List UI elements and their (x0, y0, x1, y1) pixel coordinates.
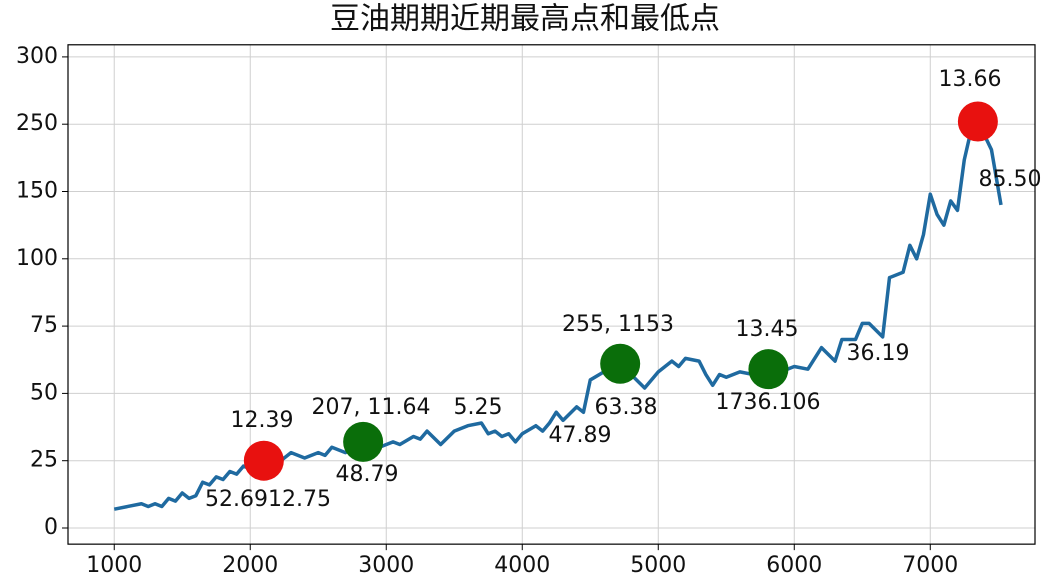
annotation: 47.89 (549, 423, 612, 448)
highlight-point (600, 343, 641, 384)
x-tick-label: 1000 (86, 553, 142, 578)
annotation: 13.45 (736, 317, 799, 342)
y-tick-label: 150 (16, 179, 58, 204)
y-tick-label: 100 (16, 246, 58, 271)
x-tick-label: 4000 (494, 553, 550, 578)
data-line (113, 119, 1003, 511)
highlight-point (957, 101, 998, 142)
y-tick-label: 25 (30, 448, 58, 473)
annotation: 52.6912.75 (205, 487, 331, 512)
annotation: 5.25 (454, 395, 503, 420)
x-tick-label: 3000 (358, 553, 414, 578)
chart-title: 豆油期期近期最高点和最低点 (330, 2, 720, 37)
annotation: 48.79 (336, 462, 399, 487)
x-tick-label: 2000 (222, 553, 278, 578)
highlight-point (343, 421, 384, 462)
y-tick-label: 300 (16, 44, 58, 69)
x-tick-label: 6000 (766, 553, 822, 578)
plot-frame (67, 44, 1036, 545)
x-tick-label: 7000 (902, 553, 958, 578)
annotation: 13.66 (939, 67, 1002, 92)
annotation: 85.50 (979, 167, 1041, 192)
highlight-point (243, 440, 284, 481)
y-tick-label: 250 (16, 111, 58, 136)
highlight-point (748, 349, 789, 390)
annotation: 36.19 (847, 341, 910, 366)
annotation: 255, 1153 (562, 312, 674, 337)
y-tick-label: 50 (30, 380, 58, 405)
x-tick-label: 5000 (630, 553, 686, 578)
annotation: 1736.106 (716, 390, 821, 415)
annotation: 207, 11.64 (312, 395, 431, 420)
annotation: 63.38 (595, 395, 658, 420)
y-tick-label: 0 (44, 515, 58, 540)
annotation: 12.39 (231, 408, 294, 433)
y-tick-label: 75 (30, 313, 58, 338)
